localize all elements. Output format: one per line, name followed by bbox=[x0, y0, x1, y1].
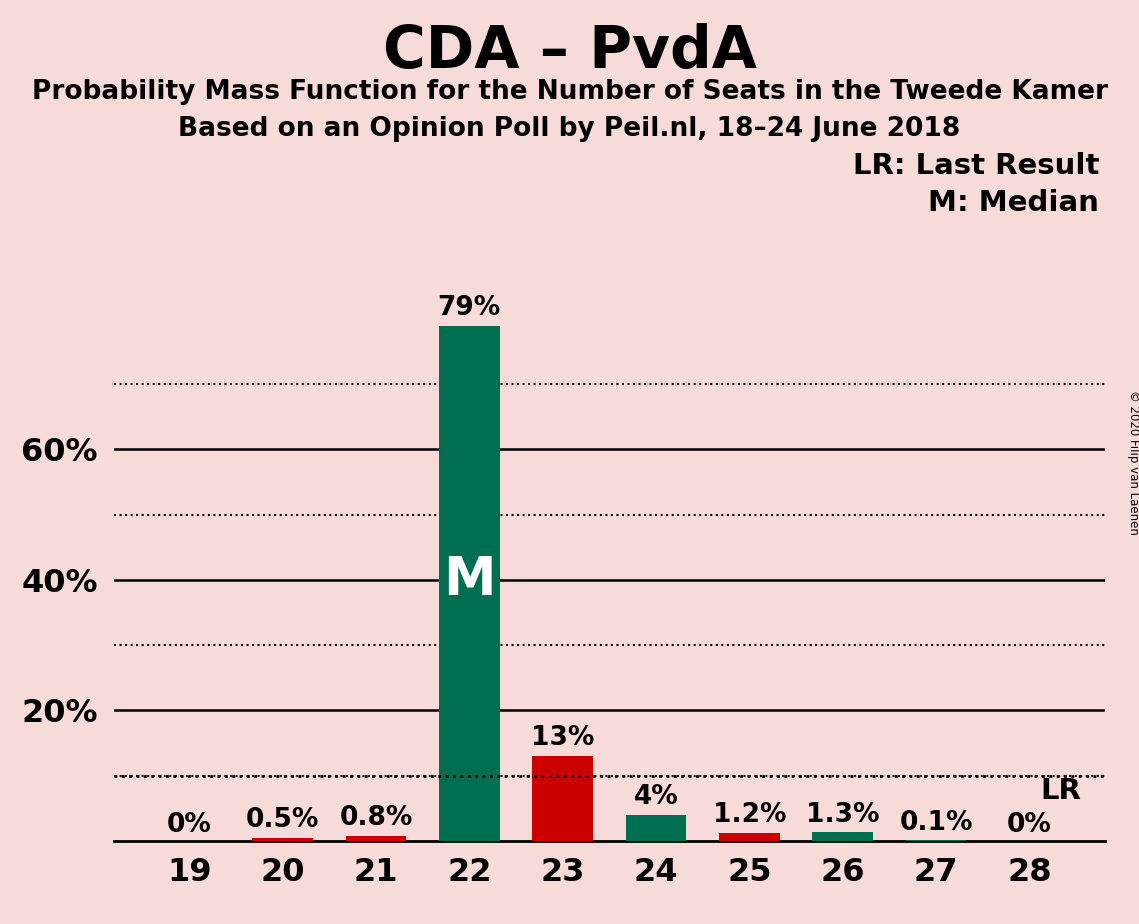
Bar bbox=[253, 837, 313, 841]
Text: 79%: 79% bbox=[437, 295, 501, 321]
Text: 0.8%: 0.8% bbox=[339, 805, 412, 831]
Text: 13%: 13% bbox=[531, 725, 595, 751]
Text: Based on an Opinion Poll by Peil.nl, 18–24 June 2018: Based on an Opinion Poll by Peil.nl, 18–… bbox=[179, 116, 960, 141]
Bar bbox=[625, 815, 687, 841]
Text: 4%: 4% bbox=[633, 784, 679, 810]
Bar bbox=[532, 756, 593, 841]
Bar bbox=[812, 833, 874, 841]
Text: 1.2%: 1.2% bbox=[713, 802, 786, 829]
Text: © 2020 Filip van Laenen: © 2020 Filip van Laenen bbox=[1126, 390, 1139, 534]
Bar bbox=[719, 833, 780, 841]
Text: 0.1%: 0.1% bbox=[900, 809, 973, 835]
Text: LR: LR bbox=[1040, 777, 1081, 805]
Text: LR: Last Result: LR: Last Result bbox=[853, 152, 1099, 180]
Text: 0.5%: 0.5% bbox=[246, 807, 319, 833]
Bar bbox=[345, 835, 407, 841]
Text: 1.3%: 1.3% bbox=[806, 802, 879, 828]
Text: 0%: 0% bbox=[166, 812, 212, 838]
Text: 0%: 0% bbox=[1007, 812, 1052, 838]
Text: M: M bbox=[443, 554, 495, 606]
Bar bbox=[439, 325, 500, 841]
Text: M: Median: M: Median bbox=[928, 189, 1099, 217]
Text: Probability Mass Function for the Number of Seats in the Tweede Kamer: Probability Mass Function for the Number… bbox=[32, 79, 1107, 104]
Text: CDA – PvdA: CDA – PvdA bbox=[383, 23, 756, 80]
